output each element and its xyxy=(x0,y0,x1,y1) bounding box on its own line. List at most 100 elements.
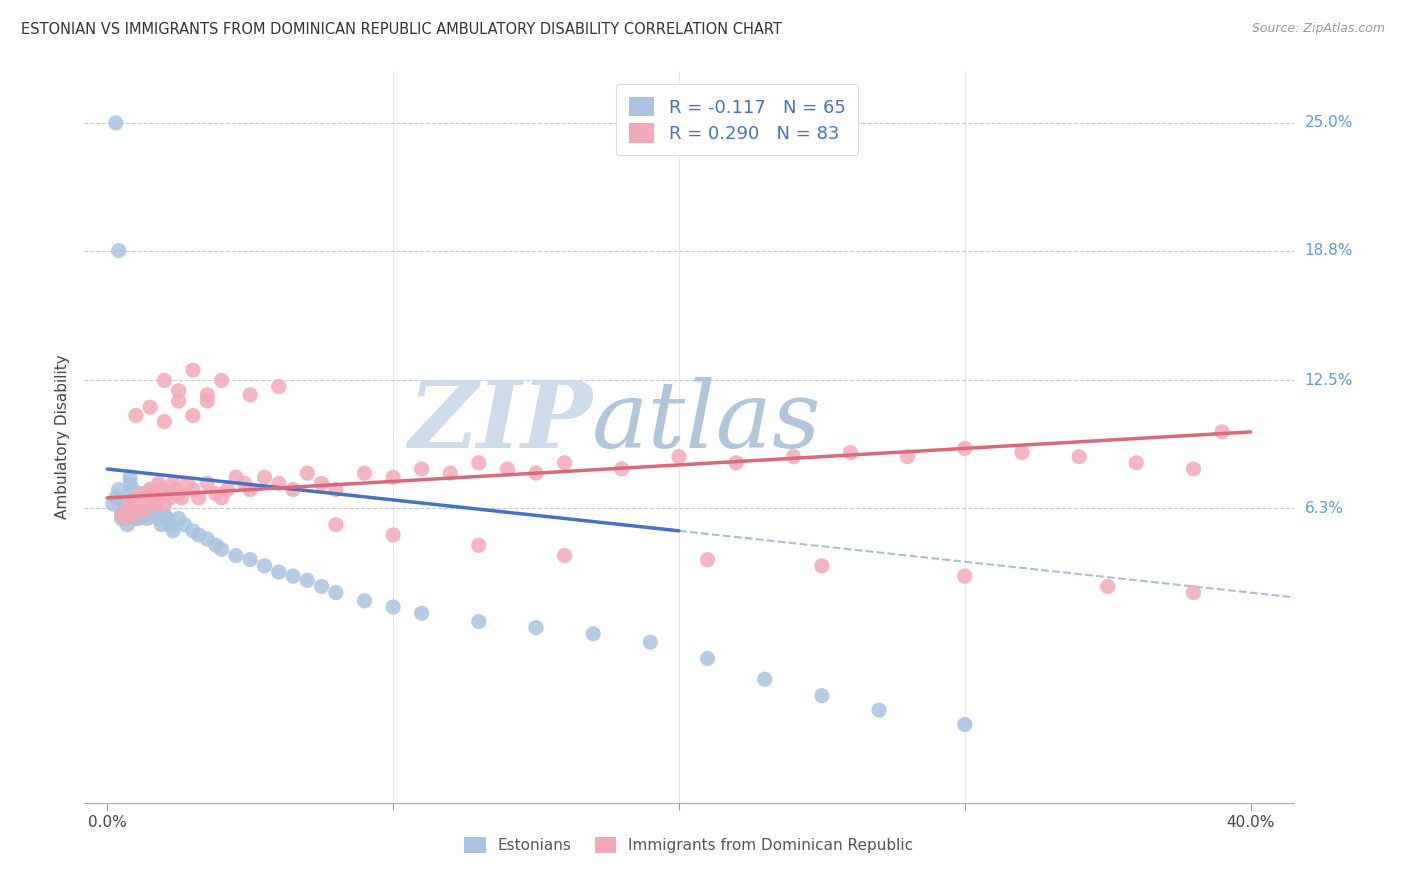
Point xyxy=(205,487,228,501)
Point xyxy=(125,503,148,517)
Point xyxy=(281,483,304,497)
Point xyxy=(325,517,347,532)
Point xyxy=(131,487,153,501)
Point xyxy=(145,497,167,511)
Point xyxy=(128,511,150,525)
Point xyxy=(181,363,204,377)
Point xyxy=(139,401,162,415)
Point xyxy=(122,491,145,505)
Point xyxy=(115,508,138,522)
Point xyxy=(468,538,491,552)
Point xyxy=(696,651,718,665)
Point xyxy=(239,552,262,566)
Point xyxy=(110,508,132,522)
Point xyxy=(239,388,262,402)
Point xyxy=(195,476,218,491)
Point xyxy=(187,528,209,542)
Point xyxy=(1125,456,1147,470)
Point xyxy=(153,508,176,522)
Point xyxy=(353,594,375,608)
Point xyxy=(181,524,204,538)
Point xyxy=(170,491,193,505)
Point xyxy=(195,394,218,409)
Point xyxy=(159,491,181,505)
Point xyxy=(468,456,491,470)
Point xyxy=(187,491,209,505)
Point xyxy=(131,487,153,501)
Point xyxy=(167,384,190,398)
Point xyxy=(311,579,333,593)
Point xyxy=(382,470,405,484)
Point xyxy=(162,524,184,538)
Point xyxy=(811,689,834,703)
Point xyxy=(112,511,135,525)
Point xyxy=(120,476,142,491)
Point xyxy=(136,511,159,525)
Point xyxy=(325,585,347,599)
Point xyxy=(107,244,129,258)
Point xyxy=(148,476,170,491)
Point xyxy=(253,470,276,484)
Point xyxy=(811,558,834,573)
Point xyxy=(181,409,204,423)
Point xyxy=(668,450,690,464)
Point xyxy=(211,373,233,387)
Point xyxy=(139,491,162,505)
Point xyxy=(267,379,290,393)
Point xyxy=(122,497,145,511)
Point xyxy=(267,476,290,491)
Point xyxy=(382,600,405,615)
Point xyxy=(112,503,135,517)
Point xyxy=(131,497,153,511)
Point xyxy=(524,621,547,635)
Point xyxy=(115,503,138,517)
Point xyxy=(253,558,276,573)
Point xyxy=(120,470,142,484)
Point xyxy=(136,497,159,511)
Point xyxy=(325,483,347,497)
Point xyxy=(1211,425,1233,439)
Point xyxy=(725,456,748,470)
Point xyxy=(145,508,167,522)
Point xyxy=(281,569,304,583)
Point xyxy=(101,497,124,511)
Point xyxy=(128,497,150,511)
Point xyxy=(115,517,138,532)
Text: atlas: atlas xyxy=(592,377,821,467)
Point xyxy=(181,483,204,497)
Point xyxy=(353,466,375,480)
Point xyxy=(142,487,165,501)
Point xyxy=(142,501,165,516)
Point xyxy=(134,491,156,505)
Point xyxy=(411,606,433,620)
Point xyxy=(554,456,576,470)
Point xyxy=(125,511,148,525)
Point xyxy=(211,491,233,505)
Point xyxy=(173,517,195,532)
Point xyxy=(953,569,976,583)
Point xyxy=(311,476,333,491)
Point xyxy=(153,415,176,429)
Point xyxy=(156,487,179,501)
Point xyxy=(165,483,187,497)
Point xyxy=(136,491,159,505)
Point xyxy=(125,409,148,423)
Point xyxy=(225,549,247,563)
Point xyxy=(1182,462,1205,476)
Point xyxy=(953,717,976,731)
Point xyxy=(153,373,176,387)
Point xyxy=(610,462,633,476)
Point xyxy=(128,501,150,516)
Point xyxy=(134,508,156,522)
Point xyxy=(167,511,190,525)
Point xyxy=(225,470,247,484)
Point xyxy=(382,528,405,542)
Point xyxy=(112,497,135,511)
Point xyxy=(496,462,519,476)
Point xyxy=(148,511,170,525)
Point xyxy=(217,483,239,497)
Point xyxy=(411,462,433,476)
Point xyxy=(107,483,129,497)
Point xyxy=(150,483,173,497)
Point xyxy=(125,497,148,511)
